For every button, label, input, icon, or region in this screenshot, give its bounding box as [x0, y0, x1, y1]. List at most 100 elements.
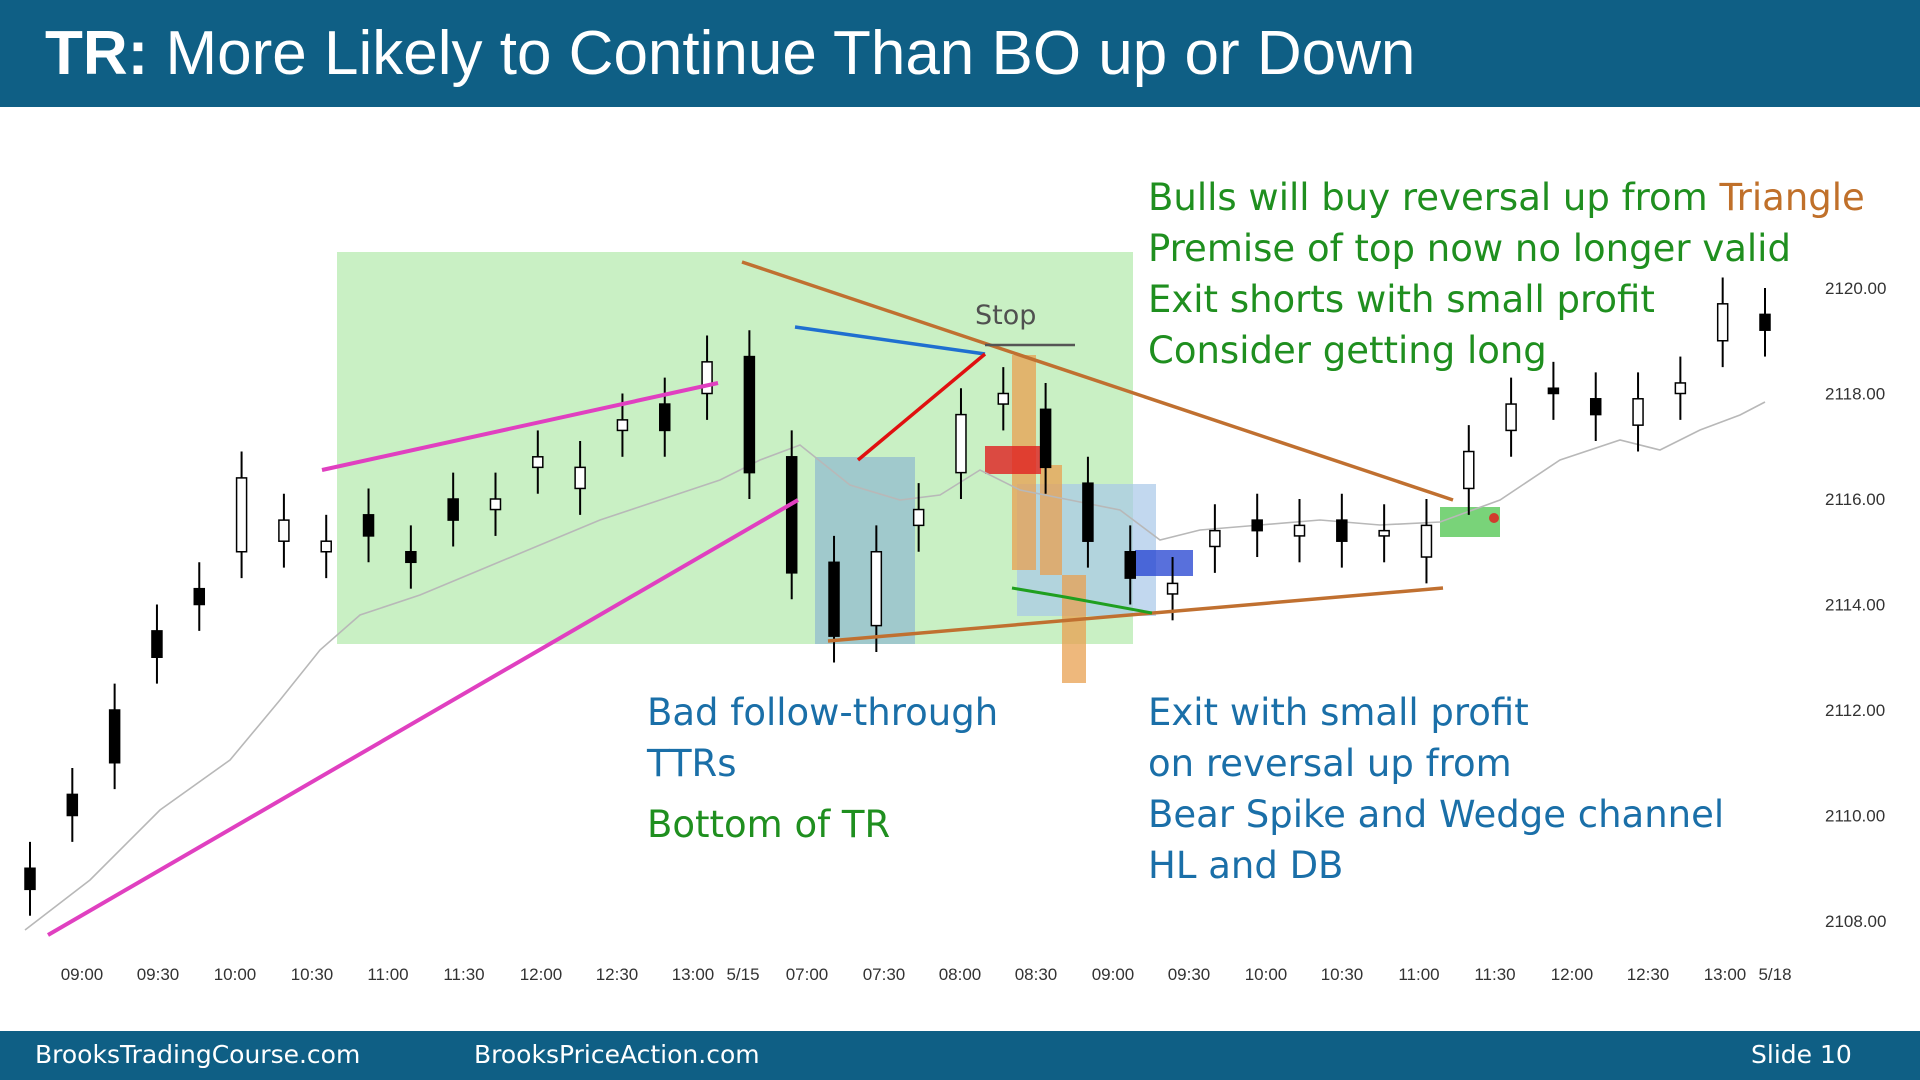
entry-marker — [1489, 513, 1499, 523]
candle-body — [1505, 403, 1517, 432]
green-db-line — [1011, 586, 1153, 615]
annotation-line-3: Exit shorts with small profit — [1148, 278, 1655, 321]
triangle-lower-line — [827, 586, 1444, 643]
candle-body — [743, 355, 756, 474]
orange-bar-3 — [1062, 575, 1086, 683]
candle-body — [997, 392, 1010, 405]
candle-body — [785, 456, 798, 574]
ttrs-label: TTRs — [646, 742, 737, 785]
exit-line-4: HL and DB — [1148, 844, 1343, 887]
x-tick-label: 12:00 — [520, 965, 563, 984]
x-tick-label: 11:30 — [443, 965, 484, 984]
candle-body — [235, 477, 248, 553]
exit-line-2: on reversal up from — [1148, 742, 1512, 785]
blue-block — [1135, 550, 1193, 576]
candle-body — [193, 587, 206, 606]
green-block — [1440, 507, 1500, 537]
candle-body — [1082, 482, 1094, 542]
x-tick-label: 5/18 — [1758, 965, 1791, 984]
candle-body — [489, 498, 502, 511]
title-bold: TR: — [45, 19, 149, 88]
stop-label: Stop — [975, 300, 1036, 331]
candle-body — [1378, 529, 1390, 537]
candle-body — [1547, 387, 1560, 395]
candle-body — [1293, 524, 1306, 537]
x-tick-label: 08:30 — [1015, 965, 1058, 984]
candle-body — [405, 551, 417, 564]
x-tick-label: 10:30 — [1321, 965, 1364, 984]
slide-header: TR: More Likely to Continue Than BO up o… — [0, 0, 1920, 107]
x-tick-label: 09:30 — [1168, 965, 1211, 984]
y-tick-label: 2114.00 — [1825, 596, 1885, 615]
magenta-trendline-bottom — [46, 498, 800, 937]
triangle-upper-line — [741, 260, 1454, 502]
y-tick-label: 2108.00 — [1825, 912, 1886, 931]
blue-wedge-line — [794, 325, 986, 356]
candle-body — [1336, 519, 1348, 542]
footer-site-mid: BrooksPriceAction.com — [474, 1040, 760, 1069]
y-tick-label: 2112.00 — [1825, 701, 1885, 720]
candle-body — [1632, 398, 1644, 426]
price-chart: 2120.00 2118.00 2116.00 2114.00 2112.00 2110.… — [24, 176, 1886, 984]
y-tick-label: 2118.00 — [1825, 385, 1885, 404]
candle-body — [24, 867, 36, 891]
candle-body — [151, 630, 163, 658]
x-tick-label: 12:00 — [1551, 965, 1594, 984]
annotation-line-1: Bulls will buy reversal up from Triangle — [1148, 176, 1865, 219]
candle-body — [828, 561, 840, 637]
footer-site-left: BrooksTradingCourse.com — [35, 1040, 361, 1069]
x-tick-label: 11:00 — [1398, 965, 1439, 984]
slide-title: TR: More Likely to Continue Than BO up o… — [45, 12, 1415, 96]
candle-body — [362, 514, 375, 537]
x-tick-label: 11:00 — [367, 965, 408, 984]
x-tick-label: 08:00 — [939, 965, 982, 984]
annotation-line-2: Premise of top now no longer valid — [1148, 227, 1791, 270]
candle-body — [320, 540, 332, 553]
candle-body — [1124, 551, 1136, 579]
candle-body — [616, 419, 629, 432]
candle-body — [701, 361, 713, 395]
y-tick-label: 2116.00 — [1825, 490, 1885, 509]
candle-body — [66, 793, 79, 817]
x-tick-label: 07:30 — [863, 965, 906, 984]
red-channel-line — [856, 352, 987, 462]
candle-body — [1716, 303, 1729, 342]
candle-body — [912, 508, 925, 527]
x-tick-label: 5/15 — [726, 965, 759, 984]
candle-body — [574, 466, 586, 490]
candle-body — [108, 709, 121, 764]
x-tick-label: 09:00 — [1092, 965, 1135, 984]
triangle-word: Triangle — [1718, 176, 1864, 219]
candle-body — [955, 413, 967, 474]
bad-follow-through-label: Bad follow-through — [647, 691, 998, 734]
candle-body — [1420, 524, 1433, 558]
candle-body — [447, 498, 459, 521]
x-tick-label: 13:00 — [1704, 965, 1747, 984]
candle-body — [1463, 450, 1475, 490]
x-tick-label: 07:00 — [786, 965, 829, 984]
x-tick-label: 10:00 — [1245, 965, 1288, 984]
exit-line-3: Bear Spike and Wedge channel — [1148, 793, 1724, 836]
candle-body — [532, 456, 544, 469]
candle-body — [1039, 408, 1052, 469]
x-tick-label: 10:00 — [214, 965, 257, 984]
annotation-line-4: Consider getting long — [1148, 329, 1547, 372]
candle-body — [1759, 313, 1771, 331]
x-tick-label: 09:00 — [61, 965, 104, 984]
candle-body — [1209, 529, 1221, 548]
y-tick-label: 2120.00 — [1825, 279, 1886, 298]
candle-body — [1166, 582, 1179, 595]
bottom-of-tr-label: Bottom of TR — [647, 803, 890, 846]
title-rest: More Likely to Continue Than BO up or Do… — [148, 19, 1416, 88]
x-tick-label: 10:30 — [291, 965, 334, 984]
magenta-trendline-top — [321, 381, 719, 472]
red-block — [985, 446, 1041, 474]
x-tick-label: 13:00 — [672, 965, 715, 984]
candle-body — [1589, 398, 1602, 416]
slide-number: Slide 10 — [1751, 1040, 1852, 1069]
slide-footer: BrooksTradingCourse.com BrooksPriceActio… — [0, 1031, 1920, 1080]
x-tick-label: 09:30 — [137, 965, 180, 984]
candle-body — [1251, 519, 1263, 532]
x-tick-label: 11:30 — [1474, 965, 1515, 984]
orange-bar-2 — [1040, 465, 1062, 575]
